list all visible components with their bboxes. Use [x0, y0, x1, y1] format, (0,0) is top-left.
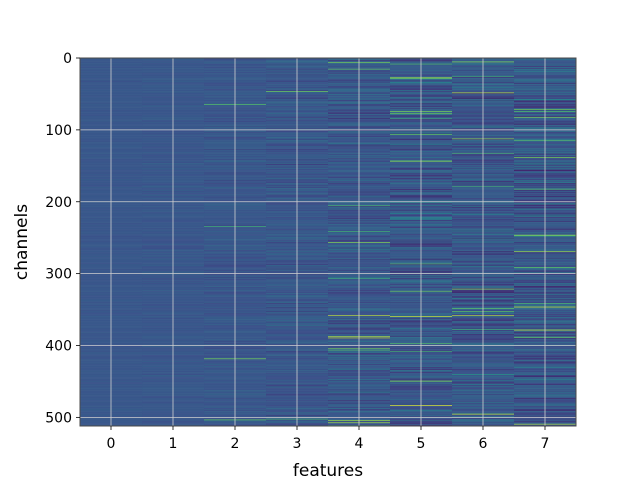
y-axis-ticks: 0 100 200 300 400 500: [45, 51, 80, 426]
y-tick-label: 100: [45, 123, 72, 139]
x-tick-label: 1: [169, 436, 178, 452]
grid-lines: [80, 57, 576, 426]
x-tick-label: 0: [107, 436, 116, 452]
x-tick-label: 4: [355, 436, 364, 452]
heatmap-cells: [80, 58, 577, 427]
y-tick-label: 300: [45, 267, 72, 283]
x-tick-label: 6: [479, 436, 488, 452]
x-tick-label: 5: [417, 436, 426, 452]
x-axis-label: features: [293, 461, 363, 480]
x-tick-label: 3: [293, 436, 302, 452]
plot-frame: [79, 57, 577, 427]
x-axis-ticks: 0 1 2 3 4 5 6 7: [107, 426, 550, 452]
y-tick-label: 200: [45, 195, 72, 211]
x-tick-label: 2: [231, 436, 240, 452]
x-tick-label: 7: [541, 436, 550, 452]
y-tick-label: 500: [45, 410, 72, 426]
y-tick-label: 0: [63, 51, 72, 67]
y-axis-label: channels: [12, 204, 32, 280]
y-tick-label: 400: [45, 339, 72, 355]
